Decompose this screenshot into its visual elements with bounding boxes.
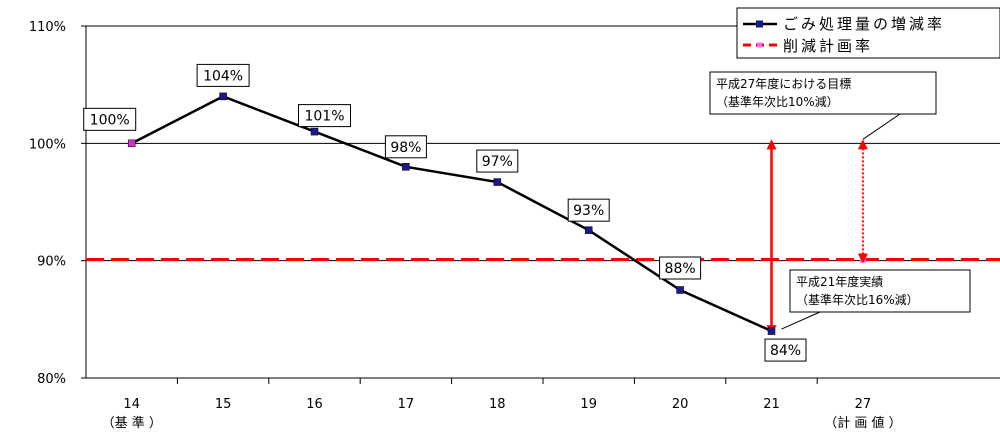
data-label: 88% [665,261,696,277]
data-label: 98% [390,140,421,156]
data-label: 104% [203,68,243,84]
x-tick-label: 27 [855,397,872,412]
legend-box [736,7,1000,59]
annotation-box [709,71,937,115]
x-tick-label: 14 [123,397,140,412]
annotation-box [789,269,971,313]
data-point [219,92,227,101]
data-label-box [476,149,519,173]
data-label: 84% [770,343,801,359]
data-label-box [764,338,807,362]
data-label: 97% [482,154,513,170]
annotation-leader [781,311,821,330]
y-tick-label: 90% [37,255,66,270]
data-label-box [567,198,610,222]
y-tick-label: 100% [29,137,66,152]
data-point [402,163,410,171]
difference-arrows [766,139,868,336]
legend-marker-waste [756,20,763,28]
x-tick-label: 18 [489,397,506,412]
data-label-box [659,256,702,280]
annotation-leader [862,113,901,140]
x-tick-label: 20 [672,397,689,412]
x-tick-sublabel: （基 準 ） [102,415,162,431]
series-line-waste [131,95,773,333]
legend-marker-target [757,42,762,48]
x-tick-label: 15 [215,397,232,412]
data-label: 93% [573,203,604,219]
data-point [584,226,593,234]
data-labels: 100% 104% 101% 98% 97% 93% 88% 84% [83,63,807,362]
data-label: 100% [90,112,130,128]
y-tick-label: 110% [29,20,66,35]
data-label-box [298,104,351,128]
legend-label-target: 削減計画率 [783,37,873,55]
annotation-text: 平成21年度実績 [796,274,883,289]
data-point [310,127,319,136]
annotation-text: 平成27年度における目標 [716,76,851,91]
data-point [493,178,502,186]
x-tick-label: 16 [306,397,323,412]
series-line [127,92,776,335]
annotations: 平成27年度における目標 （基準年次比10%減） 平成21年度実績 （基準年次比16%… [709,71,971,330]
data-label: 101% [304,109,344,125]
x-tick-label: 21 [763,397,780,412]
x-tick-label: 17 [398,397,415,412]
annotation-text: （基準年次比10%減） [716,94,839,109]
x-tick-label: 19 [580,397,597,412]
data-point [127,139,136,148]
data-point [676,286,684,294]
data-label-box [196,63,250,87]
y-tick-label: 80% [37,372,66,387]
x-tick-sublabel: （計 画 値 ） [824,415,901,431]
data-point [767,327,776,335]
legend-label-waste: ごみ処理量の増減率 [783,15,945,33]
annotation-text: （基準年次比16%減） [796,292,919,307]
axes: 80% 90% 100% 110% 14 （基 準 ） 15 16 17 18 19 20 21 27 （計… [29,20,1000,431]
data-label-box [384,135,427,159]
data-label-box [83,107,137,131]
